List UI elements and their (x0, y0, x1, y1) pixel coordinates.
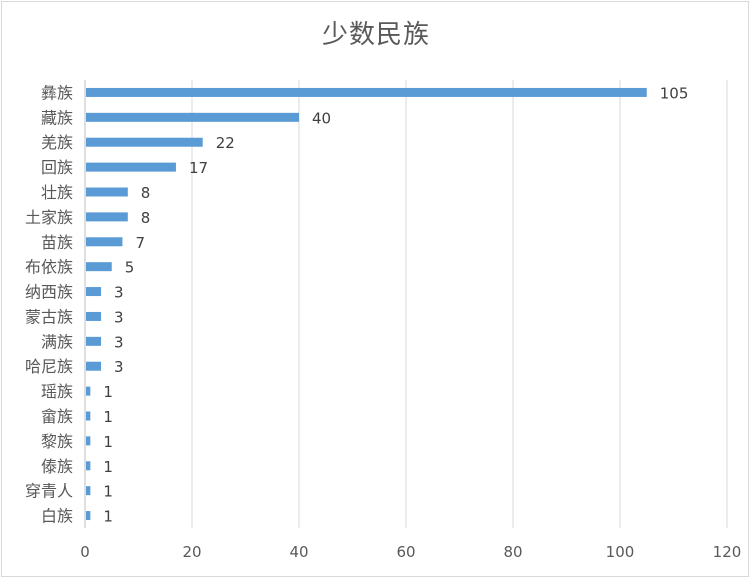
bar (86, 311, 102, 321)
data-label: 5 (125, 259, 135, 277)
data-label: 8 (141, 184, 151, 202)
bar (86, 436, 91, 446)
data-label: 105 (660, 84, 689, 102)
category-label: 傣族 (41, 457, 73, 476)
bar (86, 262, 112, 272)
x-tick-label: 120 (713, 543, 742, 561)
x-tick-label: 80 (503, 543, 522, 561)
bar (86, 237, 123, 247)
data-label: 7 (135, 234, 145, 252)
data-label: 3 (114, 308, 124, 326)
category-label: 彝族 (41, 83, 73, 102)
data-label: 1 (103, 408, 113, 426)
category-label: 藏族 (41, 108, 73, 127)
category-label: 蒙古族 (25, 307, 73, 326)
bar (86, 486, 91, 496)
data-label: 1 (103, 508, 113, 526)
data-label: 1 (103, 458, 113, 476)
bar (86, 87, 647, 97)
x-tick-label: 60 (396, 543, 415, 561)
data-label: 8 (141, 209, 151, 227)
x-tick-label: 100 (606, 543, 635, 561)
category-label: 布依族 (25, 258, 73, 277)
category-label: 壮族 (41, 183, 73, 202)
data-label: 3 (114, 333, 124, 351)
data-label: 17 (189, 159, 208, 177)
bar (86, 361, 102, 371)
category-label: 白族 (41, 507, 73, 526)
data-label: 1 (103, 433, 113, 451)
category-label: 苗族 (41, 233, 73, 252)
category-label: 畲族 (41, 407, 73, 426)
category-label: 穿青人 (25, 482, 73, 501)
category-label: 回族 (41, 158, 73, 177)
category-label: 黎族 (41, 432, 73, 451)
category-label: 羌族 (41, 133, 73, 152)
bar (86, 162, 176, 172)
bar (86, 137, 203, 147)
bar (86, 511, 91, 521)
x-tick-label: 20 (182, 543, 201, 561)
x-tick-label: 0 (80, 543, 90, 561)
data-label: 40 (312, 109, 331, 127)
category-label: 瑶族 (41, 382, 73, 401)
x-tick-label: 40 (289, 543, 308, 561)
bar (86, 187, 128, 197)
category-label: 土家族 (25, 208, 73, 227)
bar (86, 386, 91, 396)
chart-title: 少数民族 (321, 20, 430, 50)
bar (86, 461, 91, 471)
category-label: 满族 (41, 332, 73, 351)
data-label: 1 (103, 383, 113, 401)
data-label: 1 (103, 483, 113, 501)
data-label: 3 (114, 284, 124, 302)
category-label: 哈尼族 (25, 357, 73, 376)
data-label: 3 (114, 358, 124, 376)
bar (86, 212, 128, 222)
bar (86, 411, 91, 421)
bar (86, 287, 102, 297)
data-label: 22 (216, 134, 235, 152)
bar (86, 336, 102, 346)
category-label: 纳西族 (25, 283, 73, 302)
bar (86, 112, 299, 122)
